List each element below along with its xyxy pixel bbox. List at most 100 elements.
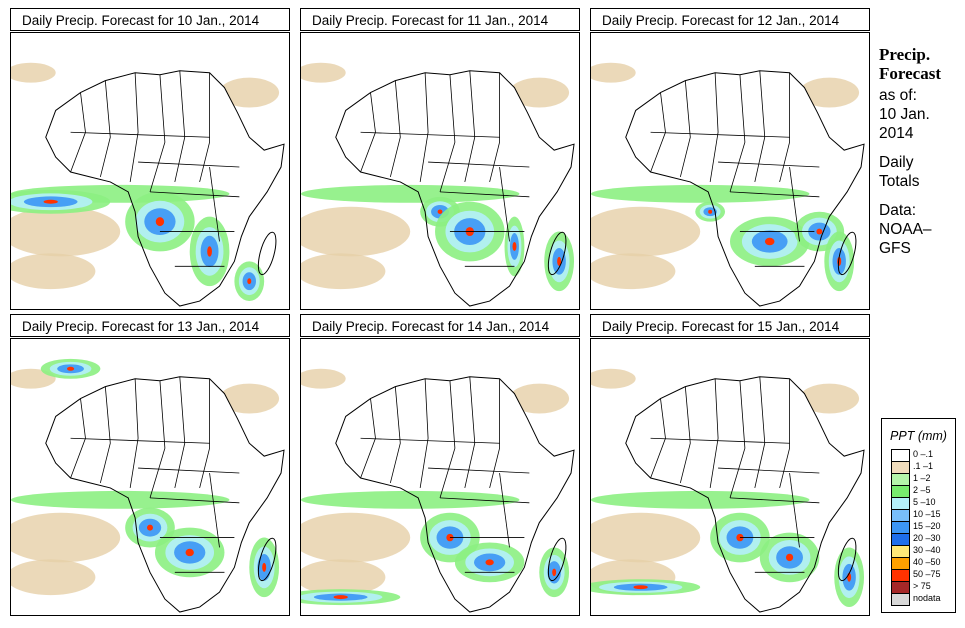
country-border	[360, 398, 376, 479]
legend-item: > 75	[891, 581, 953, 594]
dry-area	[301, 62, 346, 83]
country-border	[489, 72, 500, 183]
precip-map	[590, 32, 870, 310]
country-border	[650, 398, 666, 479]
country-border	[138, 467, 240, 474]
panel-title: Daily Precip. Forecast for 10 Jan., 2014	[10, 8, 290, 31]
country-border	[464, 70, 476, 183]
country-border	[718, 161, 820, 168]
country-border	[209, 166, 220, 242]
precip-area-extreme	[185, 548, 194, 557]
country-border	[709, 378, 719, 488]
country-border	[174, 376, 186, 489]
legend-title: PPT (mm)	[890, 429, 947, 443]
legend-label: 2 –5	[913, 485, 931, 495]
precip-area-extreme	[155, 217, 165, 227]
precip-area-extreme	[764, 237, 775, 246]
country-border	[729, 380, 746, 498]
country-border	[779, 378, 790, 489]
madagascar-outline	[837, 537, 857, 582]
dry-area	[11, 559, 96, 596]
precip-area-extreme	[512, 241, 517, 251]
country-border	[729, 191, 820, 198]
asof-date: 10 Jan.	[879, 106, 930, 123]
country-border	[149, 497, 240, 504]
legend-label: nodata	[913, 593, 941, 603]
country-border	[149, 74, 166, 192]
dry-area	[799, 383, 860, 414]
legend-item: 5 –10	[891, 497, 953, 510]
heading-line-2: Forecast	[879, 64, 941, 83]
country-border	[464, 376, 476, 489]
country-border	[360, 92, 376, 173]
precip-area-extreme	[446, 533, 454, 542]
country-border	[149, 380, 166, 498]
country-border	[439, 191, 530, 198]
madagascar-outline	[257, 537, 277, 582]
legend-item: 30 –40	[891, 545, 953, 558]
madagascar-outline	[547, 231, 567, 276]
dry-area	[591, 62, 636, 83]
info-sidebar: Precip. Forecast as of: 10 Jan. 2014 Dai…	[879, 45, 964, 258]
country-border	[129, 72, 139, 182]
precip-area-extreme	[147, 524, 153, 531]
legend-label: 30 –40	[913, 545, 941, 555]
precip-area-extreme	[736, 533, 744, 542]
precip-area-extreme	[485, 559, 494, 566]
precip-area-extreme	[708, 209, 713, 214]
precip-area-extreme	[557, 256, 562, 266]
dry-area	[509, 77, 570, 108]
country-border	[70, 398, 86, 479]
country-border	[679, 80, 691, 178]
precip-area-extreme	[437, 209, 443, 214]
country-border	[650, 92, 666, 173]
precip-legend: PPT (mm) 0 –.1 .1 –1 1 –2 2 –5 5 –10 10 –15 15…	[881, 418, 956, 613]
dry-area	[799, 77, 860, 108]
precip-area-extreme	[633, 585, 648, 590]
country-border	[650, 131, 790, 138]
dry-area	[591, 512, 701, 563]
precip-area-extreme	[785, 553, 794, 562]
totals-line-1: Daily	[879, 154, 914, 171]
country-border	[754, 70, 766, 183]
dry-area	[301, 512, 411, 563]
coastline	[335, 70, 575, 307]
dry-area	[301, 253, 386, 290]
precip-band-light	[301, 184, 520, 203]
country-border	[499, 472, 510, 548]
country-border	[439, 380, 456, 498]
precip-map	[300, 32, 580, 310]
country-border	[70, 92, 86, 173]
totals-line-2: Totals	[879, 173, 920, 190]
precip-area-extreme	[207, 246, 212, 257]
country-border	[789, 472, 800, 548]
precip-map	[300, 338, 580, 616]
dry-area	[509, 383, 570, 414]
country-border	[729, 497, 820, 504]
country-border	[428, 467, 530, 474]
country-border	[174, 70, 186, 183]
legend-swatch	[891, 593, 910, 606]
panel-title: Daily Precip. Forecast for 12 Jan., 2014	[590, 8, 870, 31]
country-border	[70, 437, 210, 444]
country-border	[419, 72, 429, 182]
coastline	[45, 70, 285, 307]
legend-item: nodata	[891, 593, 953, 606]
legend-item: 1 –2	[891, 473, 953, 486]
country-border	[789, 166, 800, 242]
country-border	[650, 437, 790, 444]
country-border	[428, 161, 530, 168]
legend-label: 20 –30	[913, 533, 941, 543]
legend-label: 15 –20	[913, 521, 941, 531]
heading-line-1: Precip.	[879, 45, 931, 64]
legend-label: 40 –50	[913, 557, 941, 567]
dry-area	[219, 383, 280, 414]
precip-band-light	[301, 490, 520, 509]
country-border	[489, 378, 500, 489]
precip-area-extreme	[333, 595, 348, 600]
data-source-1: NOAA–	[879, 221, 932, 238]
legend-label: 1 –2	[913, 473, 931, 483]
precip-area-extreme	[43, 199, 58, 204]
precip-map	[10, 338, 290, 616]
country-border	[439, 497, 530, 504]
